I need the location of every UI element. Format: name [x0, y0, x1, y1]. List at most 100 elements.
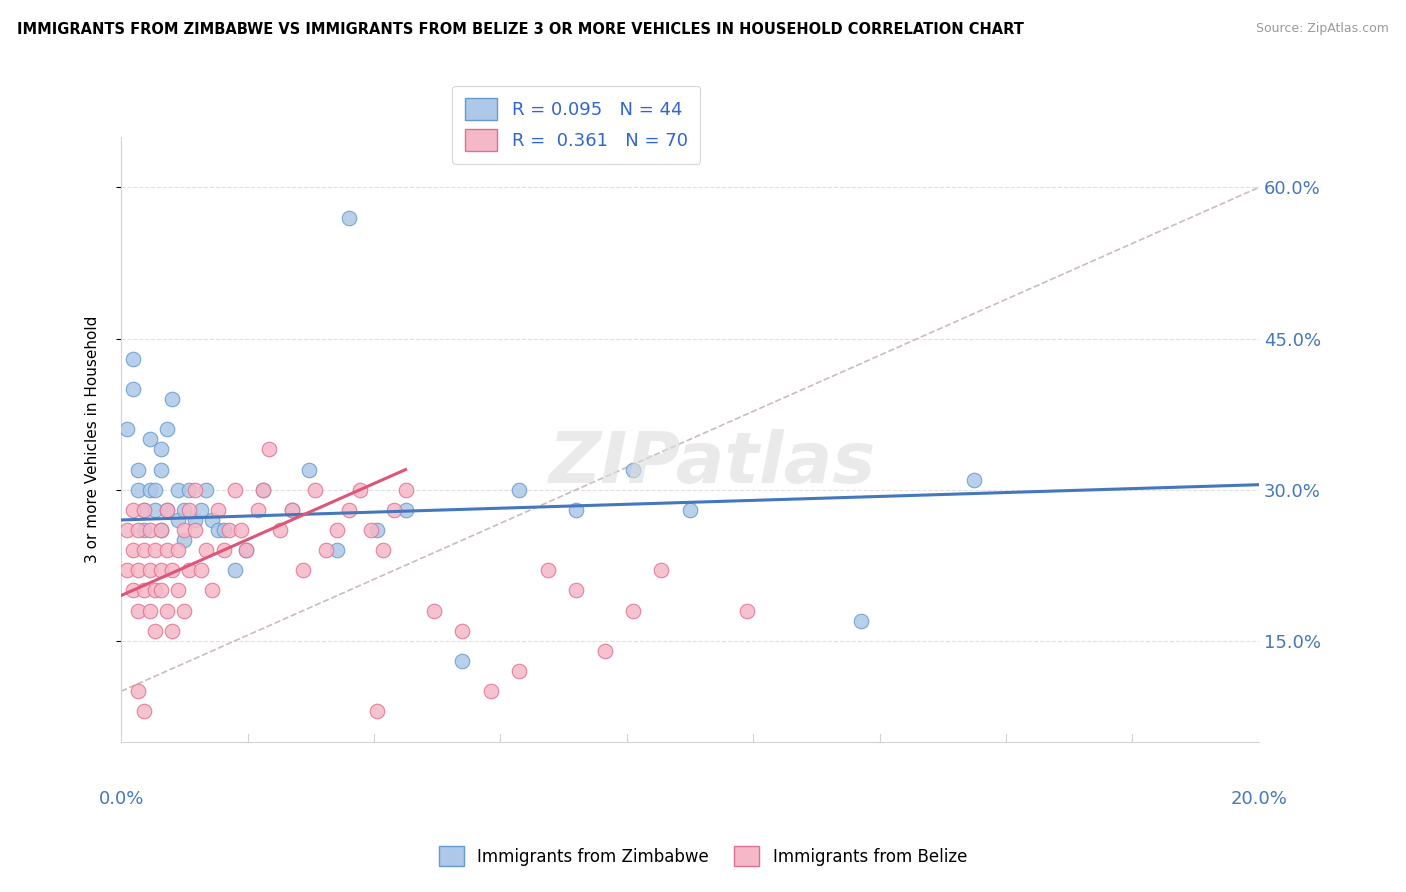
Point — [326, 523, 349, 537]
Point — [224, 483, 246, 497]
Point — [121, 382, 143, 396]
Point — [360, 523, 382, 537]
Point — [451, 654, 474, 668]
Point — [326, 543, 349, 558]
Point — [115, 422, 138, 436]
Point — [179, 503, 201, 517]
Point — [167, 483, 190, 497]
Point — [565, 503, 588, 517]
Point — [201, 583, 224, 598]
Point — [127, 483, 149, 497]
Point — [963, 473, 986, 487]
Point — [218, 523, 240, 537]
Point — [593, 644, 616, 658]
Point — [138, 563, 160, 577]
Point — [127, 523, 149, 537]
Point — [394, 503, 416, 517]
Legend: R = 0.095   N = 44, R =  0.361   N = 70: R = 0.095 N = 44, R = 0.361 N = 70 — [453, 86, 700, 164]
Point — [621, 604, 644, 618]
Point — [366, 523, 388, 537]
Point — [132, 503, 155, 517]
Point — [115, 563, 138, 577]
Point — [132, 705, 155, 719]
Point — [252, 483, 274, 497]
Point — [366, 705, 388, 719]
Point — [132, 503, 155, 517]
Point — [127, 604, 149, 618]
Point — [143, 583, 166, 598]
Point — [121, 503, 143, 517]
Point — [132, 543, 155, 558]
Point — [149, 523, 172, 537]
Point — [337, 503, 360, 517]
Point — [121, 583, 143, 598]
Point — [849, 614, 872, 628]
Point — [173, 503, 195, 517]
Point — [235, 543, 257, 558]
Point — [479, 684, 502, 698]
Point — [156, 503, 179, 517]
Point — [195, 483, 218, 497]
Point — [127, 462, 149, 476]
Point — [121, 351, 143, 366]
Point — [224, 563, 246, 577]
Point — [451, 624, 474, 638]
Point — [167, 543, 190, 558]
Point — [298, 462, 321, 476]
Point — [315, 543, 337, 558]
Point — [207, 523, 229, 537]
Point — [621, 462, 644, 476]
Text: ZIPatlas: ZIPatlas — [548, 429, 876, 498]
Point — [679, 503, 702, 517]
Point — [132, 523, 155, 537]
Text: 0.0%: 0.0% — [98, 790, 143, 808]
Point — [349, 483, 371, 497]
Point — [269, 523, 291, 537]
Point — [143, 543, 166, 558]
Point — [292, 563, 315, 577]
Point — [252, 483, 274, 497]
Point — [173, 533, 195, 548]
Point — [149, 523, 172, 537]
Point — [371, 543, 394, 558]
Point — [162, 624, 184, 638]
Legend: Immigrants from Zimbabwe, Immigrants from Belize: Immigrants from Zimbabwe, Immigrants fro… — [433, 839, 973, 873]
Point — [735, 604, 758, 618]
Point — [143, 503, 166, 517]
Point — [212, 543, 235, 558]
Text: Source: ZipAtlas.com: Source: ZipAtlas.com — [1256, 22, 1389, 36]
Point — [190, 563, 212, 577]
Text: 20.0%: 20.0% — [1230, 790, 1286, 808]
Point — [281, 503, 304, 517]
Point — [207, 503, 229, 517]
Point — [257, 442, 280, 457]
Point — [184, 523, 207, 537]
Point — [143, 624, 166, 638]
Point — [281, 503, 304, 517]
Point — [179, 483, 201, 497]
Point — [121, 543, 143, 558]
Point — [650, 563, 672, 577]
Point — [184, 483, 207, 497]
Point — [173, 604, 195, 618]
Point — [382, 503, 405, 517]
Point — [190, 503, 212, 517]
Point — [156, 422, 179, 436]
Point — [156, 503, 179, 517]
Point — [156, 543, 179, 558]
Point — [184, 513, 207, 527]
Text: IMMIGRANTS FROM ZIMBABWE VS IMMIGRANTS FROM BELIZE 3 OR MORE VEHICLES IN HOUSEHO: IMMIGRANTS FROM ZIMBABWE VS IMMIGRANTS F… — [17, 22, 1024, 37]
Point — [212, 523, 235, 537]
Point — [179, 563, 201, 577]
Point — [394, 483, 416, 497]
Point — [138, 523, 160, 537]
Point — [162, 392, 184, 406]
Point — [143, 483, 166, 497]
Point — [235, 543, 257, 558]
Point — [156, 604, 179, 618]
Point — [149, 462, 172, 476]
Point — [195, 543, 218, 558]
Point — [508, 483, 530, 497]
Point — [337, 211, 360, 225]
Point — [127, 684, 149, 698]
